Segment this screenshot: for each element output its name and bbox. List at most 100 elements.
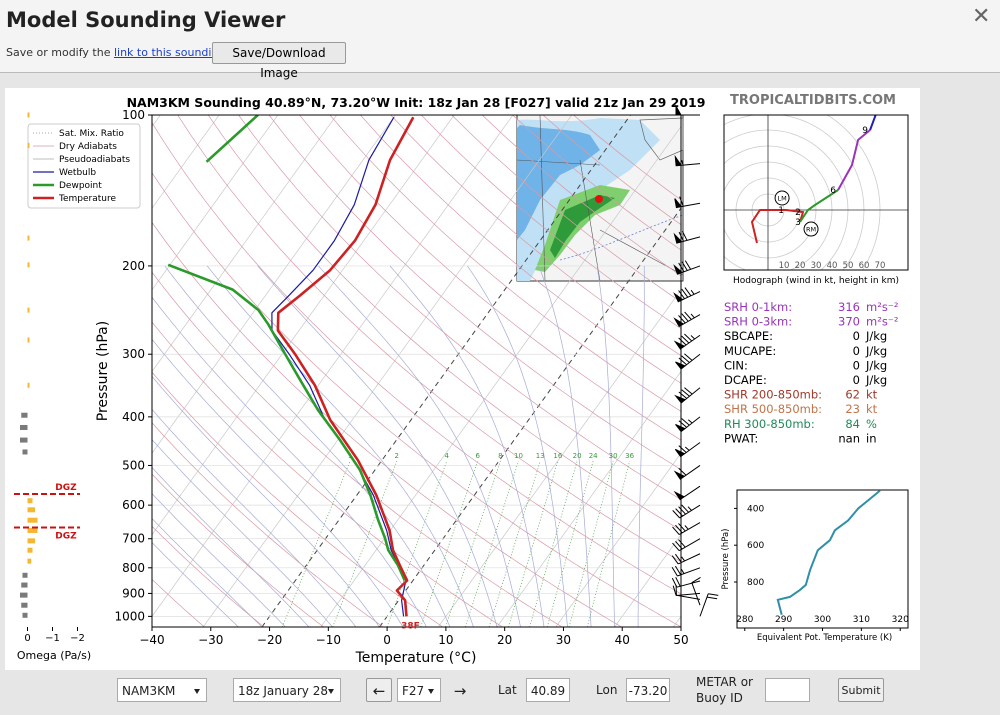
index-unit: % (866, 417, 877, 431)
index-unit: m²s⁻² (866, 315, 898, 329)
x-tick-label: 310 (853, 615, 870, 625)
hodo-ring-label: 70 (875, 261, 886, 271)
x-tick-label: 290 (775, 615, 792, 625)
wind-barb (673, 260, 701, 275)
omega-bar (27, 307, 30, 313)
lat-input[interactable]: 40.89 (526, 678, 570, 702)
index-unit: J/kg (865, 358, 887, 372)
wind-barb (674, 196, 701, 209)
mixing-ratio-label: 36 (625, 452, 634, 460)
omega-bar (27, 112, 30, 118)
omega-bar (27, 262, 30, 268)
storm-motion-marker (803, 221, 819, 237)
omega-bar (27, 517, 38, 523)
theta-frame (736, 489, 909, 629)
pseudoadiabat (152, 466, 310, 627)
index-label: SRH 0-1km: (724, 300, 792, 314)
mixing-ratio-label: 13 (536, 452, 545, 460)
wind-barb (671, 565, 701, 577)
index-label: PWAT: (724, 431, 758, 445)
omega-bar (27, 498, 33, 504)
next-button[interactable]: → (453, 682, 467, 700)
close-button[interactable]: ✕ (972, 4, 991, 29)
mixing-ratio-line (568, 460, 614, 627)
hour-select[interactable]: F27 (397, 678, 441, 702)
mixing-ratio-label: 24 (589, 452, 598, 460)
profile-line (167, 115, 406, 582)
isotherm (496, 370, 681, 627)
lon-label: Lon (596, 683, 618, 697)
hodo-ring-label: 60 (859, 261, 870, 271)
mixing-ratio-line (488, 460, 541, 627)
storm-motion-marker (774, 190, 790, 206)
plot-frame (151, 114, 682, 628)
station-input[interactable] (765, 678, 810, 702)
model-select[interactable]: NAM3KM (117, 678, 207, 702)
omega-bar (27, 235, 30, 241)
map-inset (516, 114, 684, 282)
save-label: Save or modify the (6, 46, 111, 59)
isotherm (555, 452, 681, 627)
omega-bar (27, 527, 38, 533)
pseudoadiabat (538, 265, 592, 627)
init-select[interactable]: 18z January 28 (233, 678, 341, 702)
wind-barb (673, 230, 701, 244)
legend-label: Dry Adiabats (59, 142, 117, 152)
isotherm (437, 289, 681, 627)
legend-label: Dewpoint (59, 181, 102, 191)
pseudoadiabat (596, 265, 615, 627)
omega-bar (27, 142, 30, 148)
storm-motion-label: RM (806, 226, 816, 234)
pseudoadiabat (467, 265, 568, 627)
y-axis-label: Pressure (hPa) (721, 529, 731, 590)
mixing-ratio-label: 30 (609, 452, 618, 460)
x-axis-label: Omega (Pa/s) (17, 649, 91, 662)
prev-button[interactable]: ← (366, 678, 392, 702)
pseudoadiabat (318, 265, 521, 627)
wind-barb (671, 576, 701, 588)
x-tick-label: −20 (257, 633, 282, 647)
pseudoadiabat (152, 542, 239, 627)
index-unit: J/kg (865, 344, 887, 358)
hodo-ring-label: 30 (811, 261, 822, 271)
hodo-line (799, 189, 839, 223)
index-value: 0 (853, 373, 860, 387)
legend-label: Wetbulb (59, 168, 96, 178)
background-lines (152, 115, 681, 627)
index-label: DCAPE: (724, 373, 767, 387)
dry-adiabat (268, 115, 681, 471)
isotherm (320, 125, 681, 627)
index-unit: J/kg (865, 373, 887, 387)
pseudoadiabat (152, 296, 427, 627)
omega-bar (20, 424, 28, 430)
theta-line (776, 489, 881, 616)
isotherm (152, 115, 279, 291)
omega-bar (21, 582, 28, 588)
mixing-ratio-line (529, 460, 578, 627)
hodograph: 1 23 6 9 LM RM (724, 115, 908, 270)
station-label: METAR or Buoy ID (696, 674, 753, 706)
x-tick-label: 50 (673, 633, 688, 647)
dry-adiabat (299, 115, 681, 441)
dry-adiabat (152, 578, 205, 627)
wind-barb (674, 387, 701, 404)
dry-adiabat (329, 115, 681, 412)
isotherm (152, 115, 220, 209)
pseudoadiabat (152, 375, 380, 627)
mixing-ratio-line (464, 460, 519, 627)
sounding-link[interactable]: link to this sounding (113, 46, 226, 59)
index-label: RH 300-850mb: (724, 417, 815, 431)
station-label-line: Buoy ID (696, 691, 743, 705)
x-tick-label: −1 (45, 633, 60, 644)
lon-input[interactable]: -73.20 (626, 678, 670, 702)
chart-title: NAM3KM Sounding 40.89°N, 73.20°W Init: 1… (127, 95, 706, 110)
omega-bar (27, 507, 35, 513)
pseudoadiabat (152, 338, 404, 627)
index-value: 316 (838, 300, 860, 314)
submit-button[interactable]: Submit (838, 678, 884, 702)
omega-bar (22, 449, 28, 455)
legend-label: Pseudoadiabats (59, 155, 130, 165)
save-button[interactable]: Save/Download Image (212, 42, 346, 80)
wind-barb (672, 522, 701, 536)
